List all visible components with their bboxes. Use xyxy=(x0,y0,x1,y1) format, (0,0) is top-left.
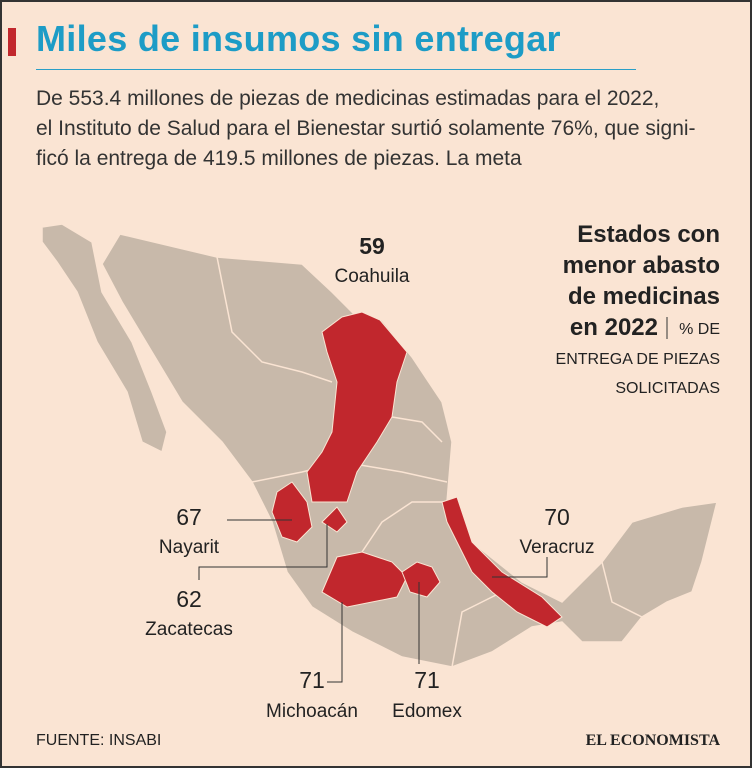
state-name: Edomex xyxy=(392,701,462,722)
state-highlight xyxy=(321,506,348,533)
leader-line xyxy=(492,557,548,578)
legend-title: en 2022 xyxy=(570,314,658,341)
accent-bar xyxy=(8,28,16,56)
state-border xyxy=(451,591,503,668)
leader-line xyxy=(327,602,343,683)
description-line: ficó la entrega de 419.5 millones de pie… xyxy=(36,147,522,170)
brand: EL ECONOMISTA xyxy=(585,732,720,749)
state-name: Nayarit xyxy=(159,537,220,558)
state-value: 70 xyxy=(544,504,570,530)
state-highlight xyxy=(306,311,408,503)
state-name: Zacatecas xyxy=(145,619,233,640)
state-value: 67 xyxy=(176,504,202,530)
land xyxy=(41,223,168,454)
title-rule xyxy=(36,69,636,70)
state-border xyxy=(601,561,643,618)
state-value: 71 xyxy=(414,667,440,693)
state-value: 59 xyxy=(359,233,385,259)
state-border xyxy=(361,501,447,553)
source: FUENTE: INSABI xyxy=(36,732,162,749)
state-highlight xyxy=(441,496,563,628)
land xyxy=(101,233,718,668)
legend-title: Estados con xyxy=(577,221,720,248)
legend-unit: % DE xyxy=(679,321,720,338)
title: Miles de insumos sin entregar xyxy=(36,18,561,59)
state-value: 62 xyxy=(176,586,202,612)
state-highlight xyxy=(401,561,441,598)
legend-title: menor abasto xyxy=(563,252,720,279)
state-highlight xyxy=(271,481,313,543)
state-border xyxy=(391,416,443,443)
description-line: De 553.4 millones de piezas de medicinas… xyxy=(36,87,660,110)
state-border xyxy=(216,256,333,383)
leader-line xyxy=(198,524,328,580)
state-value: 71 xyxy=(299,667,325,693)
legend-unit: ENTREGA DE PIEZAS xyxy=(556,351,720,368)
state-name: Veracruz xyxy=(520,537,595,558)
description: De 553.4 millones de piezas de medicinas… xyxy=(36,84,696,174)
state-name: Michoacán xyxy=(266,701,358,722)
legend-title: de medicinas xyxy=(568,283,720,310)
legend-unit: SOLICITADAS xyxy=(615,380,720,397)
description-line: el Instituto de Salud para el Bienestar … xyxy=(36,117,696,140)
state-name: Coahuila xyxy=(335,266,410,287)
